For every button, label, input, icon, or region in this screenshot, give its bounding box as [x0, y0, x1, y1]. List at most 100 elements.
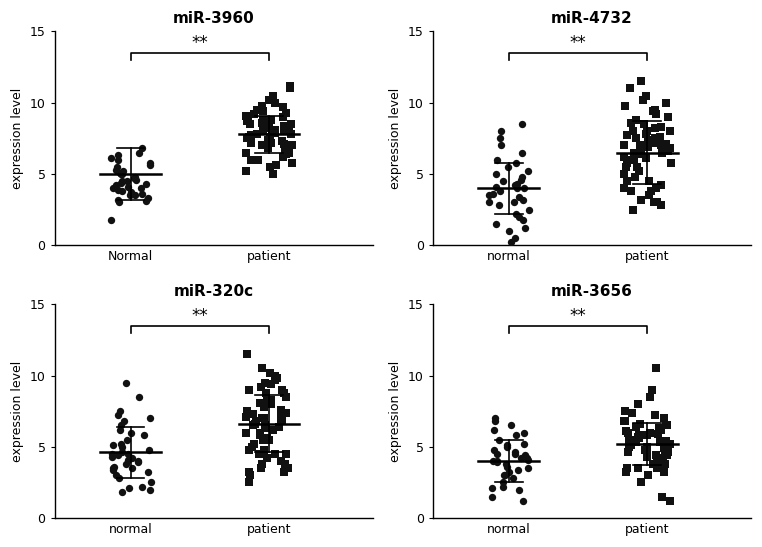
Point — [633, 167, 645, 176]
Point — [275, 417, 287, 426]
Point — [505, 238, 517, 247]
Point — [240, 428, 252, 437]
Point — [501, 441, 513, 450]
Point — [515, 454, 527, 463]
Point — [263, 435, 275, 444]
Point — [645, 187, 657, 195]
Text: **: ** — [570, 34, 587, 52]
Point — [625, 187, 637, 195]
Point — [282, 464, 294, 473]
Point — [143, 445, 155, 454]
Point — [509, 234, 521, 242]
Point — [283, 81, 296, 90]
Point — [648, 106, 661, 114]
Point — [114, 425, 126, 434]
Point — [513, 193, 525, 201]
Point — [483, 191, 495, 200]
Point — [521, 454, 533, 463]
Point — [277, 103, 289, 112]
Point — [266, 127, 278, 136]
Point — [624, 435, 636, 444]
Point — [633, 431, 645, 440]
Point — [116, 488, 128, 497]
Point — [269, 371, 281, 380]
Point — [280, 144, 292, 153]
Point — [519, 451, 531, 459]
Point — [258, 414, 270, 423]
Point — [123, 450, 135, 458]
Point — [251, 155, 264, 164]
Point — [245, 138, 257, 147]
Point — [111, 185, 123, 194]
Point — [258, 141, 271, 150]
Point — [652, 429, 664, 438]
Point — [244, 120, 256, 129]
Point — [240, 412, 252, 421]
Point — [661, 147, 674, 155]
Point — [279, 148, 291, 157]
Point — [132, 458, 144, 467]
Point — [655, 425, 668, 434]
Point — [257, 107, 269, 115]
Point — [116, 187, 128, 195]
Point — [489, 414, 501, 423]
Point — [262, 137, 274, 146]
Point — [263, 96, 275, 104]
Point — [258, 421, 271, 430]
Point — [635, 77, 647, 86]
Point — [267, 170, 279, 178]
Point — [143, 158, 155, 167]
Point — [256, 459, 268, 468]
Point — [622, 428, 634, 437]
Point — [259, 379, 271, 387]
Point — [628, 155, 640, 164]
Point — [258, 127, 270, 136]
Point — [503, 468, 515, 477]
Point — [502, 162, 514, 171]
Point — [269, 128, 281, 137]
Point — [642, 191, 655, 200]
Point — [518, 224, 530, 232]
Point — [651, 454, 663, 463]
Point — [491, 457, 503, 465]
Point — [122, 182, 134, 191]
Point — [661, 451, 674, 459]
Point — [641, 127, 653, 136]
Point — [490, 182, 502, 191]
Point — [110, 471, 122, 480]
Point — [501, 462, 513, 471]
Point — [107, 184, 120, 193]
Y-axis label: expression level: expression level — [389, 88, 402, 189]
Point — [265, 400, 277, 409]
Point — [508, 448, 520, 457]
Point — [110, 162, 123, 171]
Point — [641, 452, 653, 461]
Point — [630, 134, 642, 143]
Point — [242, 113, 254, 121]
Point — [652, 198, 664, 207]
Point — [283, 123, 295, 131]
Point — [644, 428, 656, 437]
Point — [136, 190, 148, 199]
Point — [664, 144, 676, 153]
Point — [280, 393, 292, 401]
Point — [269, 125, 281, 134]
Point — [242, 350, 254, 358]
Point — [655, 123, 667, 131]
Point — [123, 484, 135, 492]
Point — [120, 435, 133, 444]
Point — [648, 134, 661, 143]
Point — [110, 165, 122, 174]
Point — [648, 198, 660, 207]
Point — [145, 478, 157, 487]
Point — [644, 393, 656, 401]
Text: **: ** — [191, 307, 208, 325]
Point — [517, 184, 530, 193]
Point — [658, 468, 671, 477]
Point — [267, 425, 279, 434]
Point — [634, 420, 646, 428]
Point — [655, 148, 668, 157]
Point — [286, 141, 298, 150]
Point — [622, 448, 634, 457]
Point — [659, 450, 671, 458]
